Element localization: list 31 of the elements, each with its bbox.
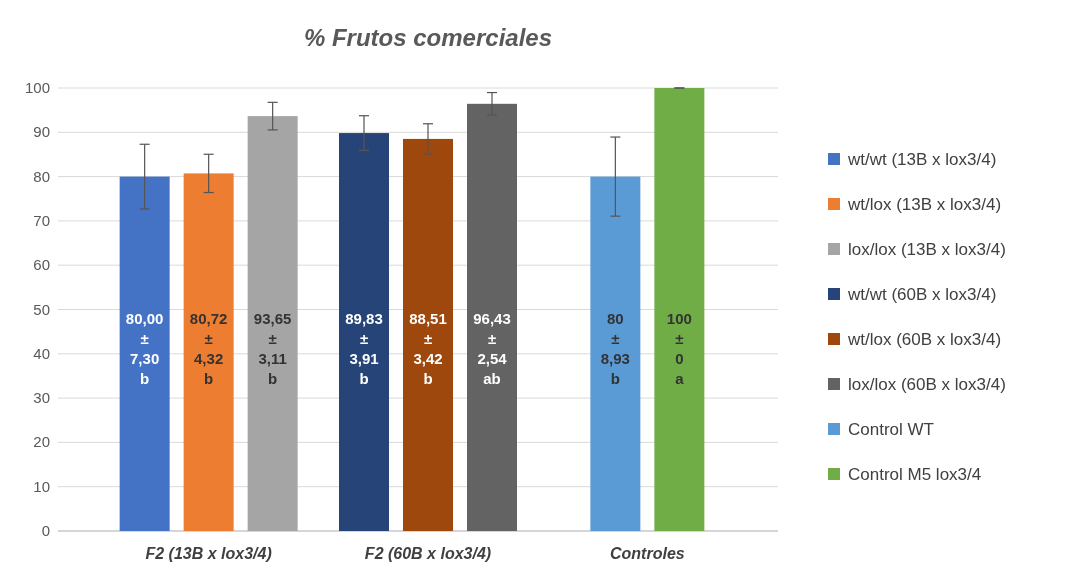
data-label: 93,65 ± 3,11 b: [253, 309, 292, 387]
x-tick-label: Controles: [610, 545, 685, 562]
data-label: 80 ± 8,93 b: [600, 309, 630, 387]
y-tick-label: 40: [33, 344, 50, 362]
legend-label: wt/lox (13B x lox3/4): [847, 195, 1002, 214]
data-label: 100 ± 0 a: [666, 309, 692, 387]
y-tick-label: 30: [33, 389, 50, 407]
data-label: 88,51 ± 3,42 b: [409, 309, 447, 387]
data-label: 89,83 ± 3,91 b: [345, 309, 383, 387]
y-tick-label: 60: [33, 256, 50, 274]
x-tick-label: F2 (13B x lox3/4): [145, 545, 272, 562]
y-tick-label: 0: [41, 522, 50, 539]
y-tick-label: 80: [33, 167, 50, 185]
data-label: 80,72 ± 4,32 b: [189, 309, 228, 387]
y-tick-label: 100: [24, 79, 50, 96]
legend-label: Control M5 lox3/4: [848, 465, 982, 484]
x-tick-label: F2 (60B x lox3/4): [364, 545, 492, 562]
data-label: 96,43 ± 2,54 ab: [473, 309, 511, 387]
y-tick-label: 90: [33, 123, 50, 141]
legend-label: lox/lox (13B x lox3/4): [848, 240, 1006, 259]
legend-label: Control WT: [848, 420, 934, 439]
chart-title: % Frutos comerciales: [303, 24, 553, 51]
legend-label: wt/wt (13B x lox3/4): [847, 150, 997, 169]
legend-label: lox/lox (60B x lox3/4): [848, 375, 1006, 394]
legend-label: wt/wt (60B x lox3/4): [847, 285, 997, 304]
y-tick-label: 50: [33, 300, 50, 318]
y-tick-label: 20: [33, 433, 50, 451]
legend-label: wt/lox (60B x lox3/4): [847, 330, 1002, 349]
y-tick-label: 70: [33, 211, 50, 229]
y-tick-label: 10: [33, 477, 50, 495]
data-label: 80,00 ± 7,30 b: [125, 309, 164, 387]
